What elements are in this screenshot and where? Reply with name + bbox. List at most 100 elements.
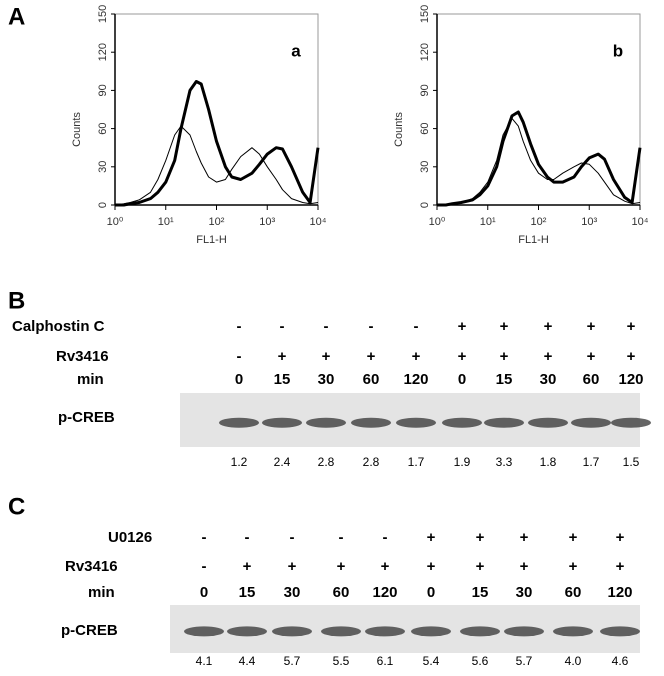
treatment-sign: +	[322, 348, 331, 365]
density-value: 3.3	[496, 455, 513, 469]
plot-frame	[114, 13, 319, 206]
treatment-label: Calphostin C	[12, 318, 105, 335]
time-value: 120	[403, 371, 428, 388]
density-value: 4.6	[612, 654, 629, 668]
density-value: 1.8	[540, 455, 557, 469]
treatment-sign: +	[412, 348, 421, 365]
time-value: 15	[496, 371, 513, 388]
blot-band	[272, 626, 312, 637]
treatment-sign: +	[544, 318, 553, 335]
treatment-sign: +	[520, 529, 529, 546]
density-value: 1.5	[623, 455, 640, 469]
density-value: 1.7	[583, 455, 600, 469]
x-tick-label: 10⁰	[107, 216, 124, 228]
panel-label: C	[8, 493, 25, 520]
time-value: 30	[284, 584, 301, 601]
treatment-sign: +	[627, 318, 636, 335]
treatment-sign: +	[520, 558, 529, 575]
density-value: 2.4	[274, 455, 291, 469]
time-value: 0	[200, 584, 208, 601]
density-value: 4.1	[196, 654, 213, 668]
treatment-sign: +	[587, 348, 596, 365]
blot-band	[227, 626, 267, 637]
y-tick-label: 30	[97, 161, 109, 173]
blot-band	[411, 626, 451, 637]
treatment-sign: +	[569, 558, 578, 575]
treatment-sign: -	[414, 318, 419, 335]
density-value: 4.0	[565, 654, 582, 668]
blot-band	[262, 417, 302, 428]
blot-band	[504, 626, 544, 637]
blot-band	[528, 417, 568, 428]
treatment-sign: -	[237, 348, 242, 365]
time-value: 60	[363, 371, 380, 388]
treatment-sign: +	[243, 558, 252, 575]
time-value: 120	[607, 584, 632, 601]
time-value: 120	[372, 584, 397, 601]
histogram-line	[437, 110, 642, 207]
x-tick-label: 10⁴	[310, 216, 327, 228]
band-label: p-CREB	[61, 622, 118, 639]
time-value: 0	[427, 584, 435, 601]
treatment-sign: +	[427, 558, 436, 575]
treatment-sign: +	[616, 558, 625, 575]
treatment-sign: +	[544, 348, 553, 365]
time-value: 15	[472, 584, 489, 601]
time-value: 60	[565, 584, 582, 601]
blot-band	[365, 626, 405, 637]
treatment-sign: -	[245, 529, 250, 546]
density-value: 1.7	[408, 455, 425, 469]
treatment-sign: +	[367, 348, 376, 365]
band-label: p-CREB	[58, 409, 115, 426]
time-value: 120	[618, 371, 643, 388]
x-tick-label: 10⁰	[429, 216, 446, 228]
time-label: min	[77, 371, 104, 388]
time-value: 0	[235, 371, 243, 388]
density-value: 6.1	[377, 654, 394, 668]
time-value: 60	[583, 371, 600, 388]
x-tick-label: 10³	[259, 216, 275, 228]
time-value: 30	[540, 371, 557, 388]
blot-band	[600, 626, 640, 637]
treatment-label: U0126	[108, 529, 152, 546]
density-value: 2.8	[318, 455, 335, 469]
y-axis-label: Counts	[71, 112, 83, 147]
treatment-sign: -	[202, 529, 207, 546]
histogram-line	[114, 125, 319, 206]
blot-band	[571, 417, 611, 428]
x-axis-label: FL1-H	[196, 234, 227, 246]
treatment-sign: +	[587, 318, 596, 335]
panel-label: B	[8, 287, 25, 314]
treatment-sign: +	[278, 348, 287, 365]
density-value: 5.7	[284, 654, 301, 668]
y-axis-label: Counts	[393, 112, 405, 147]
y-tick-label: 90	[97, 84, 109, 96]
blot-band	[396, 417, 436, 428]
density-value: 5.5	[333, 654, 350, 668]
x-tick-label: 10¹	[158, 216, 174, 228]
treatment-sign: -	[383, 529, 388, 546]
treatment-label: Rv3416	[65, 558, 118, 575]
treatment-sign: +	[500, 318, 509, 335]
y-tick-label: 0	[419, 202, 431, 208]
y-tick-label: 150	[97, 5, 109, 23]
blot-band	[484, 417, 524, 428]
treatment-sign: +	[500, 348, 509, 365]
blot-band	[553, 626, 593, 637]
blot-band	[442, 417, 482, 428]
density-value: 2.8	[363, 455, 380, 469]
treatment-sign: +	[616, 529, 625, 546]
panel-sublabel: a	[291, 41, 301, 60]
density-value: 5.4	[423, 654, 440, 668]
treatment-sign: -	[369, 318, 374, 335]
treatment-sign: -	[237, 318, 242, 335]
density-value: 1.2	[231, 455, 248, 469]
treatment-sign: +	[476, 529, 485, 546]
y-tick-label: 120	[419, 43, 431, 61]
treatment-sign: +	[427, 529, 436, 546]
panel-sublabel: b	[613, 41, 623, 60]
treatment-sign: -	[339, 529, 344, 546]
blot-band	[321, 626, 361, 637]
y-tick-label: 60	[97, 122, 109, 134]
y-tick-label: 150	[419, 5, 431, 23]
